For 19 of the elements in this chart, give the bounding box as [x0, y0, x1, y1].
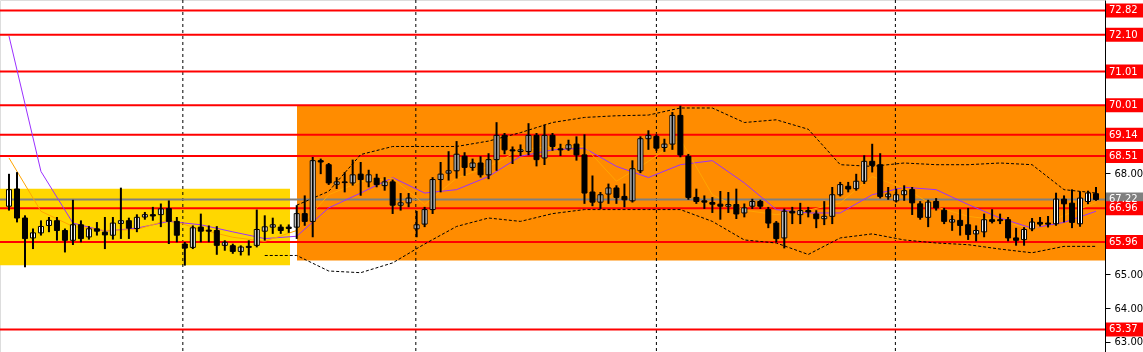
candlestick — [1045, 216, 1052, 228]
ref-line-label: 70.01 — [1109, 99, 1138, 111]
line-series — [8, 35, 1097, 240]
candlestick — [805, 206, 812, 218]
y-tick-label: 64.00 — [1114, 302, 1143, 314]
ref-line-label: 69.14 — [1109, 128, 1138, 140]
ref-line-label: 63.37 — [1109, 323, 1138, 335]
ref-line-label: 66.96 — [1109, 202, 1138, 214]
candlestick — [149, 206, 156, 221]
y-tick-label: 65.00 — [1114, 268, 1143, 280]
ref-line-label: 72.10 — [1109, 28, 1138, 40]
candlestick — [285, 224, 292, 233]
y-tick-label: 68.00 — [1114, 167, 1143, 179]
ref-line-label: 65.96 — [1109, 235, 1138, 247]
ref-line-label: 71.01 — [1109, 65, 1138, 77]
ref-line-label: 72.82 — [1109, 4, 1138, 16]
candlestick — [317, 158, 324, 175]
y-tick-label: 63.00 — [1114, 336, 1143, 348]
ref-line-label: 68.51 — [1109, 149, 1138, 161]
